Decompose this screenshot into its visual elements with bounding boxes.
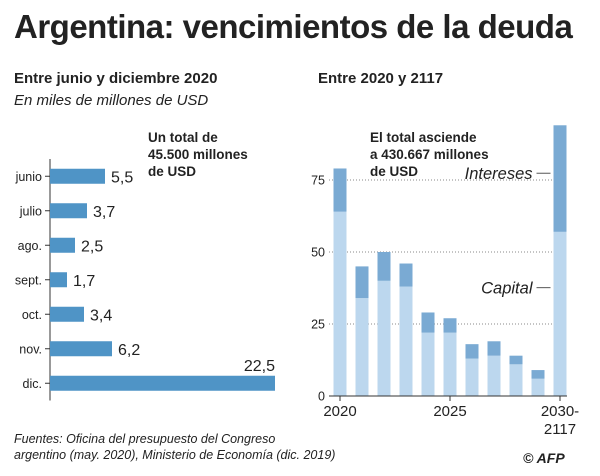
interest-bar-4 xyxy=(421,312,435,333)
value-label: 1,7 xyxy=(73,273,95,290)
legend-label: Intereses xyxy=(465,165,533,183)
x-tick-label: 2025 xyxy=(433,403,466,420)
y-tick-label: 25 xyxy=(311,318,325,332)
x-tick-label: 2020 xyxy=(323,403,356,420)
category-label: dic. xyxy=(23,377,42,391)
category-label: junio xyxy=(15,170,42,184)
left-subtitle: Entre junio y diciembre 2020 xyxy=(14,70,218,87)
interest-bar-1 xyxy=(355,266,369,299)
capital-bar-4 xyxy=(421,332,435,396)
x-tick-label: 2030- xyxy=(541,403,579,420)
capital-bar-6 xyxy=(465,358,479,396)
sources-footer: Fuentes: Oficina del presupuesto del Con… xyxy=(14,431,335,463)
interest-bar-6 xyxy=(465,344,479,359)
left-unit-note: En miles de millones de USD xyxy=(14,92,209,109)
bar-5 xyxy=(50,341,112,357)
capital-bar-5 xyxy=(443,332,457,396)
right-annotation-line: El total asciende xyxy=(370,130,477,145)
value-label: 2,5 xyxy=(81,238,103,255)
bar-6 xyxy=(50,375,275,391)
capital-bar-1 xyxy=(355,298,369,396)
category-label: julio xyxy=(19,204,42,218)
value-label: 6,2 xyxy=(118,342,140,359)
interest-bar-3 xyxy=(399,263,413,287)
afp-logo: © AFP xyxy=(523,450,565,466)
value-label: 3,7 xyxy=(93,204,115,221)
interest-bar-10 xyxy=(553,125,567,232)
capital-bar-3 xyxy=(399,286,413,396)
capital-bar-2 xyxy=(377,280,391,396)
category-label: oct. xyxy=(22,308,42,322)
y-tick-label: 75 xyxy=(311,174,325,188)
bar-1 xyxy=(50,203,87,219)
y-tick-label: 0 xyxy=(318,390,325,404)
capital-bar-7 xyxy=(487,355,501,396)
value-label: 5,5 xyxy=(111,169,133,186)
category-label: ago. xyxy=(18,239,42,253)
right-annotation-line: a 430.667 millones xyxy=(370,147,489,162)
capital-bar-8 xyxy=(509,364,523,396)
footer-line: argentino (may. 2020), Ministerio de Eco… xyxy=(14,448,336,462)
interest-bar-5 xyxy=(443,318,457,333)
bar-0 xyxy=(50,168,105,184)
bar-2 xyxy=(50,237,75,253)
interest-bar-9 xyxy=(531,370,545,379)
right-annotation-line: de USD xyxy=(370,164,419,179)
left-annotation-line: 45.500 millones xyxy=(148,147,248,162)
value-label: 3,4 xyxy=(90,307,112,324)
value-label: 22,5 xyxy=(244,358,275,375)
right-subtitle: Entre 2020 y 2117 xyxy=(318,70,444,87)
interest-bar-0 xyxy=(333,168,347,212)
y-tick-label: 50 xyxy=(311,246,325,260)
bar-4 xyxy=(50,306,84,322)
footer-line: Fuentes: Oficina del presupuesto del Con… xyxy=(14,432,276,446)
chart-title: Argentina: vencimientos de la deuda xyxy=(14,8,573,45)
right-total-annotation: El total asciende a 430.667 millones de … xyxy=(370,129,489,180)
interest-bar-2 xyxy=(377,252,391,281)
category-label: sept. xyxy=(15,273,42,287)
bar-3 xyxy=(50,272,67,288)
interest-bar-8 xyxy=(509,355,523,365)
interest-bar-7 xyxy=(487,341,501,356)
capital-bar-9 xyxy=(531,378,545,396)
legend-label: Capital xyxy=(481,280,534,298)
x-tick-label: 2117 xyxy=(544,421,576,438)
left-total-annotation: Un total de 45.500 millones de USD xyxy=(148,129,248,180)
left-annotation-line: Un total de xyxy=(148,130,218,145)
left-annotation-line: de USD xyxy=(148,164,197,179)
category-label: nov. xyxy=(19,342,42,356)
capital-bar-10 xyxy=(553,231,567,396)
capital-bar-0 xyxy=(333,211,347,396)
